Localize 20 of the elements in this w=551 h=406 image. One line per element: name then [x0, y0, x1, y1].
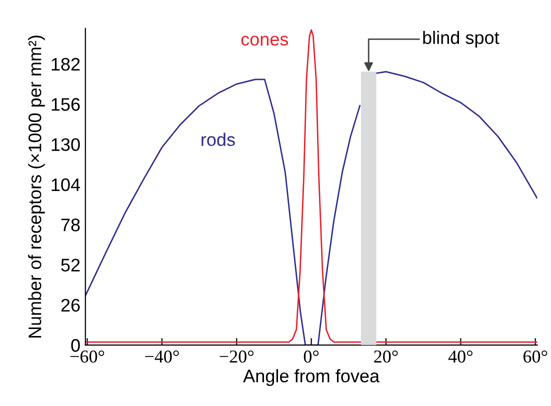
y-tick-label: 182: [52, 58, 80, 71]
y-tick-label: 104: [52, 178, 80, 192]
y-tick-label: 26: [61, 298, 80, 312]
series-label: cones: [241, 36, 288, 46]
x-tick-label: 20°: [374, 350, 398, 363]
x-tick-label: 0°: [304, 350, 319, 363]
x-tick-label: 60°: [523, 350, 548, 363]
x-axis-title: Angle from fovea: [243, 369, 380, 386]
x-tick-label: 40°: [448, 350, 472, 363]
x-tick-label: −20°: [220, 350, 254, 363]
x-tick-label: −60°: [70, 350, 104, 363]
y-tick-label: 130: [52, 138, 80, 151]
y-tick-label: 156: [52, 98, 80, 111]
y-axis-title: Number of receptors (×1000 per mm²): [28, 36, 45, 338]
y-tick-label: 0: [71, 339, 80, 352]
x-tick-label: −40°: [145, 350, 179, 363]
y-tick-label: 78: [61, 218, 80, 232]
y-tick-label: 52: [61, 258, 80, 272]
band-label: blind spot: [423, 30, 500, 48]
series-label: rods: [202, 132, 235, 146]
